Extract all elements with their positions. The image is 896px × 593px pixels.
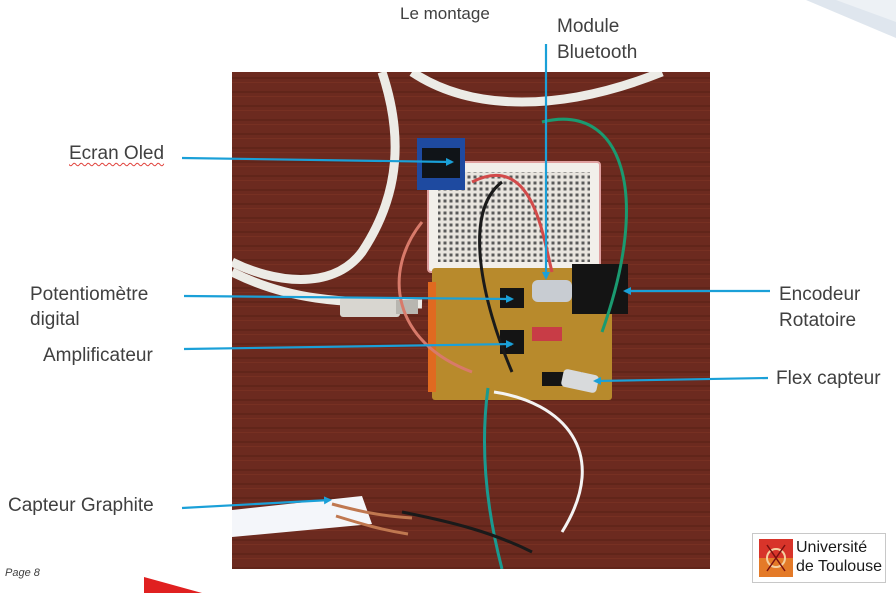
label-potentiometre-line2: digital: [30, 309, 80, 330]
assembly-photo-drawing: [232, 72, 710, 569]
label-ecran-oled-text: Ecran Oled: [69, 143, 165, 164]
label-module-bluetooth-line1: Module: [557, 16, 620, 37]
label-capteur-graphite: Capteur Graphite: [8, 495, 154, 516]
label-module-bluetooth-line2: Bluetooth: [557, 42, 638, 63]
logo-line2: de Toulouse: [796, 558, 882, 575]
university-emblem-icon: [759, 539, 793, 577]
slide-title: Le montage: [400, 4, 490, 23]
label-ecran-oled: Ecran Oled: [69, 141, 164, 167]
page-number: Page 8: [5, 567, 40, 579]
label-flex-capteur: Flex capteur: [776, 368, 881, 389]
corner-decoration: [806, 0, 896, 38]
label-encodeur-line2: Rotatoire: [779, 310, 857, 331]
logo-line1: Université: [796, 539, 868, 556]
logo-text: Université de Toulouse: [796, 538, 882, 576]
label-potentiometre-line1: Potentiomètre: [30, 284, 149, 305]
label-encodeur-line1: Encodeur: [779, 284, 861, 305]
label-amplificateur: Amplificateur: [43, 345, 153, 366]
footer-red-accent: [144, 577, 202, 593]
assembly-photo: [232, 72, 710, 569]
universite-toulouse-logo: Université de Toulouse: [752, 533, 886, 583]
